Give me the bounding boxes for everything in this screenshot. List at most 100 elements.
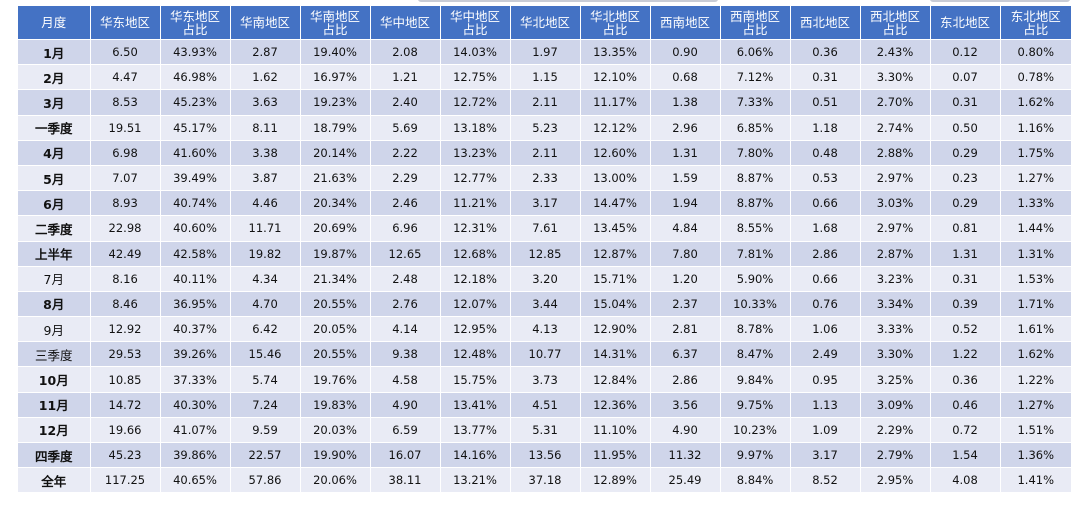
table-cell: 18.79%: [300, 114, 371, 141]
table-cell: 7.80%: [720, 139, 791, 166]
table-cell: 8.84%: [720, 467, 791, 493]
table-row: 四季度 45.23 39.86% 22.57 19.90% 16.07 14.16% 13.5…: [18, 441, 1071, 468]
table-cell: 3.17: [510, 190, 581, 216]
table-cell: 1.13: [790, 391, 861, 418]
table-cell: 12.95%: [440, 316, 511, 342]
table-cell: 43.93%: [160, 38, 231, 65]
row-label: 四季度: [18, 441, 91, 468]
table-cell: 19.82: [230, 240, 301, 267]
table-cell: 37.18: [510, 467, 581, 493]
table-cell: 11.32: [650, 441, 721, 468]
table-cell: 2.29%: [860, 416, 931, 443]
table-cell: 1.06: [790, 316, 861, 342]
table-cell: 1.94: [650, 190, 721, 216]
table-cell: 2.29: [370, 164, 441, 191]
table-cell: 12.89%: [580, 467, 651, 493]
table-cell: 2.33: [510, 164, 581, 191]
table-cell: 12.87%: [580, 240, 651, 267]
table-cell: 40.11%: [160, 265, 231, 292]
table-cell: 1.22: [930, 341, 1001, 367]
table-cell: 1.22%: [1000, 366, 1071, 393]
table-cell: 19.76%: [300, 366, 371, 393]
table-cell: 40.30%: [160, 391, 231, 418]
table-row: 4月 6.98 41.60% 3.38 20.14% 2.22 13.23% 2.11 12.6…: [18, 139, 1071, 166]
table-body: 1月 6.50 43.93% 2.87 19.40% 2.08 14.03% 1.97 13.3…: [18, 38, 1071, 493]
table-row: 三季度 29.53 39.26% 15.46 20.55% 9.38 12.48% 10.77…: [18, 341, 1071, 367]
table-cell: 1.59: [650, 164, 721, 191]
table-cell: 8.87%: [720, 190, 791, 216]
table-cell: 13.18%: [440, 114, 511, 141]
table-cell: 11.21%: [440, 190, 511, 216]
table-cell: 45.23: [90, 441, 161, 468]
table-cell: 20.05%: [300, 316, 371, 342]
table-cell: 36.95%: [160, 290, 231, 317]
table-row: 7月 8.16 40.11% 4.34 21.34% 2.48 12.18% 3.20 15.7…: [18, 265, 1071, 292]
table-row: 5月 7.07 39.49% 3.87 21.63% 2.29 12.77% 2.33 13.0…: [18, 164, 1071, 191]
table-cell: 3.38: [230, 139, 301, 166]
table-cell: 1.27%: [1000, 391, 1071, 418]
table-cell: 12.75%: [440, 64, 511, 90]
table-cell: 1.62%: [1000, 341, 1071, 367]
column-header: 华南地区: [230, 6, 301, 40]
table-cell: 8.78%: [720, 316, 791, 342]
header-row: 月度 华东地区 华东地区 占比 华南地区 华南地区 占比 华中地区 华中地区 占比 华北地区 华北地区…: [18, 6, 1071, 40]
table-cell: 8.55%: [720, 215, 791, 241]
table-cell: 4.84: [650, 215, 721, 241]
column-header: 华东地区: [90, 6, 161, 40]
table-cell: 0.53: [790, 164, 861, 191]
table-cell: 1.31: [650, 139, 721, 166]
table-cell: 0.68: [650, 64, 721, 90]
table-cell: 1.15: [510, 64, 581, 90]
table-cell: 20.03%: [300, 416, 371, 443]
table-cell: 3.56: [650, 391, 721, 418]
table-cell: 6.98: [90, 139, 161, 166]
table-cell: 0.46: [930, 391, 1001, 418]
table-cell: 2.88%: [860, 139, 931, 166]
table-cell: 4.47: [90, 64, 161, 90]
regional-data-table: 月度 华东地区 华东地区 占比 华南地区 华南地区 占比 华中地区 华中地区 占比 华北地区 华北地区…: [18, 6, 1071, 493]
table-cell: 0.72: [930, 416, 1001, 443]
table-cell: 1.20: [650, 265, 721, 292]
row-label: 全年: [18, 467, 91, 493]
table-cell: 42.58%: [160, 240, 231, 267]
table-cell: 6.96: [370, 215, 441, 241]
cropped-title-fragment: [0, 0, 1080, 6]
table-cell: 15.75%: [440, 366, 511, 393]
table-cell: 3.23%: [860, 265, 931, 292]
table-cell: 2.86: [650, 366, 721, 393]
table-cell: 25.49: [650, 467, 721, 493]
table-cell: 13.77%: [440, 416, 511, 443]
row-label: 二季度: [18, 215, 91, 241]
table-cell: 0.07: [930, 64, 1001, 90]
row-label: 12月: [18, 416, 91, 443]
row-label: 7月: [18, 265, 91, 292]
table-cell: 20.14%: [300, 139, 371, 166]
column-header: 月度: [18, 6, 91, 40]
table-cell: 20.55%: [300, 341, 371, 367]
table-cell: 13.56: [510, 441, 581, 468]
table-cell: 3.30%: [860, 341, 931, 367]
table-cell: 12.18%: [440, 265, 511, 292]
column-header: 西北地区 占比: [860, 6, 931, 40]
table-cell: 5.90%: [720, 265, 791, 292]
column-header: 华北地区: [510, 6, 581, 40]
table-cell: 7.81%: [720, 240, 791, 267]
table-cell: 2.87: [230, 38, 301, 65]
table-cell: 3.63: [230, 89, 301, 116]
table-cell: 1.21: [370, 64, 441, 90]
table-cell: 21.34%: [300, 265, 371, 292]
table-cell: 8.87%: [720, 164, 791, 191]
table-cell: 7.07: [90, 164, 161, 191]
column-header: 华南地区 占比: [300, 6, 371, 40]
table-cell: 1.75%: [1000, 139, 1071, 166]
table-cell: 15.71%: [580, 265, 651, 292]
table-cell: 0.81: [930, 215, 1001, 241]
table-cell: 3.87: [230, 164, 301, 191]
column-header: 东北地区 占比: [1000, 6, 1071, 40]
table-cell: 1.44%: [1000, 215, 1071, 241]
table-cell: 1.71%: [1000, 290, 1071, 317]
table-cell: 20.55%: [300, 290, 371, 317]
table-cell: 8.47%: [720, 341, 791, 367]
table-cell: 37.33%: [160, 366, 231, 393]
table-cell: 0.31: [930, 265, 1001, 292]
